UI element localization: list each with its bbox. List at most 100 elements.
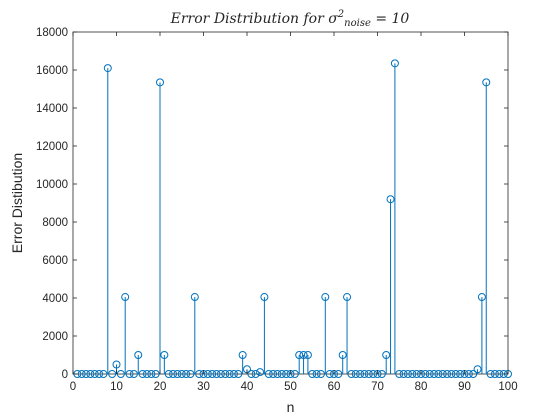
y-axis-label: Error Distibution bbox=[9, 153, 25, 253]
stem-marker bbox=[390, 59, 399, 68]
x-tick-label: 60 bbox=[328, 381, 341, 393]
stem-marker bbox=[229, 370, 238, 378]
y-tick-label: 2000 bbox=[42, 331, 68, 343]
stem-marker bbox=[173, 370, 182, 378]
stem-marker bbox=[269, 370, 278, 378]
stem-marker bbox=[95, 370, 104, 378]
plot-area bbox=[72, 31, 509, 375]
y-tick-label: 8000 bbox=[42, 217, 68, 229]
stem-marker bbox=[395, 370, 404, 378]
stem-marker bbox=[447, 370, 456, 378]
stem-marker bbox=[82, 370, 91, 378]
stem-marker bbox=[234, 370, 243, 378]
stem-marker bbox=[434, 370, 443, 378]
stem-marker bbox=[299, 351, 308, 359]
stem-marker bbox=[364, 370, 373, 378]
x-tick-label: 80 bbox=[415, 381, 428, 393]
stem-marker bbox=[369, 370, 378, 378]
x-tick-label: 30 bbox=[197, 381, 210, 393]
stem-series bbox=[73, 59, 512, 378]
stem-marker bbox=[238, 351, 247, 359]
chart-title-prefix: Error Distribution for σ bbox=[170, 11, 339, 27]
stem-marker bbox=[295, 351, 304, 359]
stem-marker bbox=[408, 370, 417, 378]
stem-marker bbox=[212, 370, 221, 378]
stem-marker bbox=[425, 370, 434, 378]
x-tick-label: 10 bbox=[110, 381, 123, 393]
stem-marker bbox=[221, 370, 230, 378]
stem-marker bbox=[438, 370, 447, 378]
stem-marker bbox=[264, 370, 273, 378]
x-tick-label: 100 bbox=[498, 381, 517, 393]
stem-marker bbox=[225, 370, 234, 378]
stem-marker bbox=[473, 365, 482, 374]
chart-title-sup: 2 bbox=[337, 9, 344, 20]
stem-marker bbox=[195, 370, 204, 378]
stem-marker bbox=[312, 370, 321, 378]
stem-marker bbox=[338, 351, 347, 359]
stem-marker bbox=[251, 370, 260, 378]
stem-marker bbox=[260, 293, 269, 302]
x-axis-label: n bbox=[287, 399, 295, 415]
stem-marker bbox=[443, 370, 452, 378]
x-tick-label: 40 bbox=[241, 381, 254, 393]
stem-marker bbox=[386, 195, 395, 204]
stem-marker bbox=[377, 370, 386, 378]
stem-marker bbox=[464, 370, 473, 378]
x-axis-ticks: 0 10 20 30 40 50 60 70 80 90 100 bbox=[70, 32, 518, 393]
stem-marker bbox=[334, 370, 343, 378]
stem-marker bbox=[421, 370, 430, 378]
stem-marker bbox=[430, 370, 439, 378]
stem-marker bbox=[273, 370, 282, 378]
stem-marker bbox=[256, 368, 265, 377]
stem-marker bbox=[456, 370, 465, 378]
x-tick-label: 50 bbox=[284, 381, 297, 393]
stem-marker bbox=[247, 370, 256, 378]
stem-marker bbox=[142, 370, 151, 378]
stem-marker bbox=[203, 370, 212, 378]
stem-marker bbox=[138, 370, 147, 378]
stem-marker bbox=[116, 370, 125, 378]
stem-marker bbox=[412, 370, 421, 378]
stem-marker bbox=[321, 293, 330, 302]
stem-marker bbox=[356, 370, 365, 378]
y-tick-label: 6000 bbox=[42, 255, 68, 267]
stem-marker bbox=[121, 293, 130, 302]
stem-marker bbox=[90, 370, 99, 378]
stem-marker bbox=[343, 293, 352, 302]
stem-marker bbox=[77, 370, 86, 378]
stem-marker bbox=[147, 370, 156, 378]
stem-marker bbox=[129, 370, 138, 378]
stem-marker bbox=[160, 351, 169, 359]
stem-marker bbox=[125, 370, 134, 378]
stem-marker bbox=[156, 78, 164, 87]
chart-title-suffix: = 10 bbox=[371, 11, 410, 27]
stem-marker bbox=[490, 370, 499, 378]
stem-marker bbox=[103, 64, 112, 73]
y-tick-label: 0 bbox=[62, 369, 68, 381]
x-tick-label: 20 bbox=[154, 381, 167, 393]
y-tick-label: 12000 bbox=[36, 141, 68, 153]
stem-marker bbox=[108, 370, 117, 378]
stem-marker bbox=[216, 370, 225, 378]
stem-marker bbox=[486, 370, 495, 378]
stem-marker bbox=[482, 78, 491, 87]
stem-marker bbox=[290, 370, 299, 378]
y-tick-label: 18000 bbox=[36, 27, 68, 39]
stem-marker bbox=[112, 360, 121, 369]
x-tick-label: 70 bbox=[371, 381, 384, 393]
stem-marker bbox=[177, 370, 186, 378]
stem-marker bbox=[399, 370, 408, 378]
stem-marker bbox=[182, 370, 191, 378]
stem-marker bbox=[151, 370, 160, 378]
stem-marker bbox=[303, 351, 312, 359]
stem-marker bbox=[190, 293, 199, 302]
x-tick-label: 90 bbox=[458, 381, 471, 393]
y-tick-label: 10000 bbox=[36, 179, 68, 191]
stem-marker bbox=[277, 370, 286, 378]
stem-marker bbox=[282, 370, 291, 378]
stem-marker bbox=[495, 370, 504, 378]
stem-marker bbox=[477, 293, 486, 302]
y-tick-label: 16000 bbox=[36, 65, 68, 77]
